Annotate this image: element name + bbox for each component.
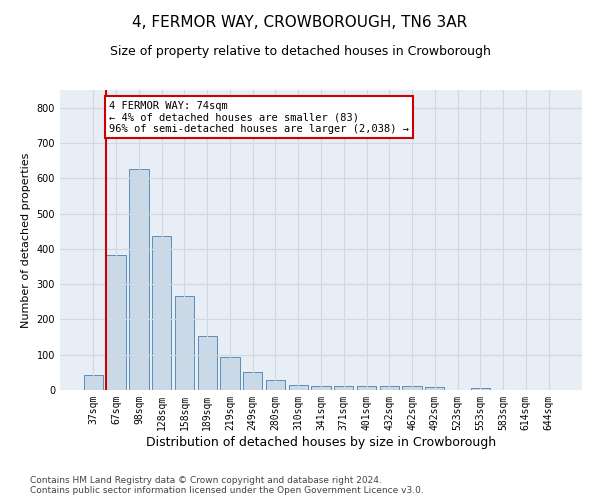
- Bar: [129, 170, 149, 390]
- Bar: [220, 357, 239, 390]
- Bar: [266, 380, 285, 390]
- Bar: [334, 386, 353, 390]
- Bar: [403, 386, 422, 390]
- Bar: [243, 372, 262, 390]
- Bar: [197, 336, 217, 390]
- Bar: [175, 296, 194, 390]
- X-axis label: Distribution of detached houses by size in Crowborough: Distribution of detached houses by size …: [146, 436, 496, 448]
- Text: 4, FERMOR WAY, CROWBOROUGH, TN6 3AR: 4, FERMOR WAY, CROWBOROUGH, TN6 3AR: [133, 15, 467, 30]
- Text: Size of property relative to detached houses in Crowborough: Size of property relative to detached ho…: [110, 45, 490, 58]
- Y-axis label: Number of detached properties: Number of detached properties: [21, 152, 31, 328]
- Bar: [357, 386, 376, 390]
- Bar: [470, 388, 490, 390]
- Bar: [380, 386, 399, 390]
- Text: 4 FERMOR WAY: 74sqm
← 4% of detached houses are smaller (83)
96% of semi-detache: 4 FERMOR WAY: 74sqm ← 4% of detached hou…: [109, 100, 409, 134]
- Bar: [311, 386, 331, 390]
- Bar: [84, 375, 103, 390]
- Bar: [152, 236, 172, 390]
- Bar: [289, 385, 308, 390]
- Bar: [425, 387, 445, 390]
- Text: Contains HM Land Registry data © Crown copyright and database right 2024.
Contai: Contains HM Land Registry data © Crown c…: [30, 476, 424, 495]
- Bar: [106, 255, 126, 390]
